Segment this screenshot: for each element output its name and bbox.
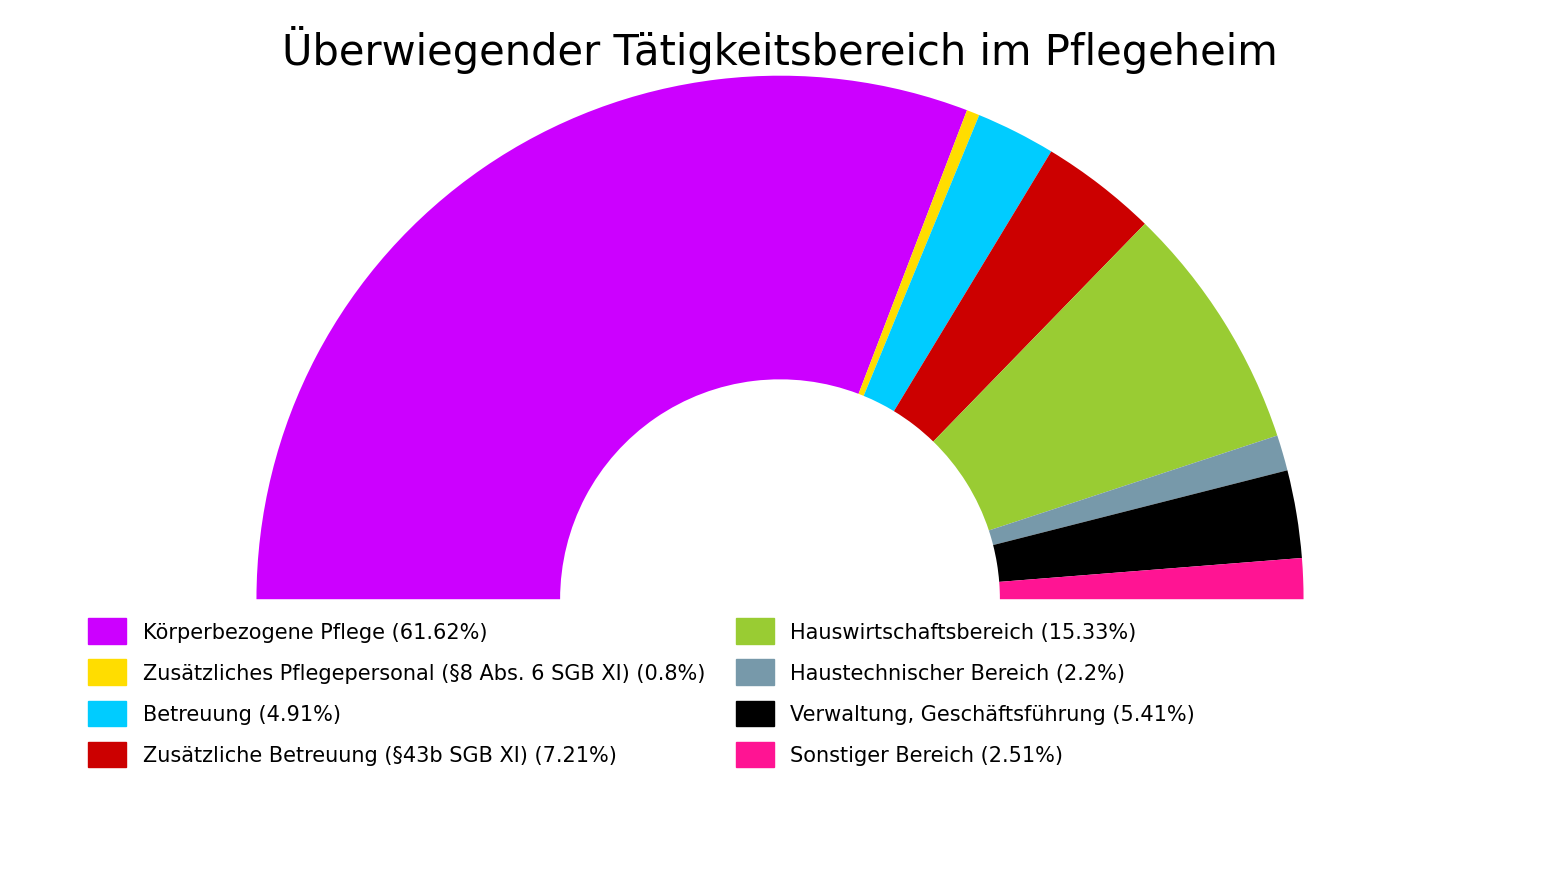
Text: Überwiegender Tätigkeitsbereich im Pflegeheim: Überwiegender Tätigkeitsbereich im Pfleg… [282,26,1278,74]
Wedge shape [256,76,967,600]
Wedge shape [1000,559,1304,600]
Wedge shape [894,152,1145,442]
Legend: Körperbezogene Pflege (61.62%), Zusätzliches Pflegepersonal (§8 Abs. 6 SGB XI) (: Körperbezogene Pflege (61.62%), Zusätzli… [89,619,1195,767]
Wedge shape [989,436,1287,546]
Wedge shape [858,111,980,396]
Wedge shape [994,471,1303,582]
Wedge shape [864,116,1051,412]
Wedge shape [933,224,1278,531]
